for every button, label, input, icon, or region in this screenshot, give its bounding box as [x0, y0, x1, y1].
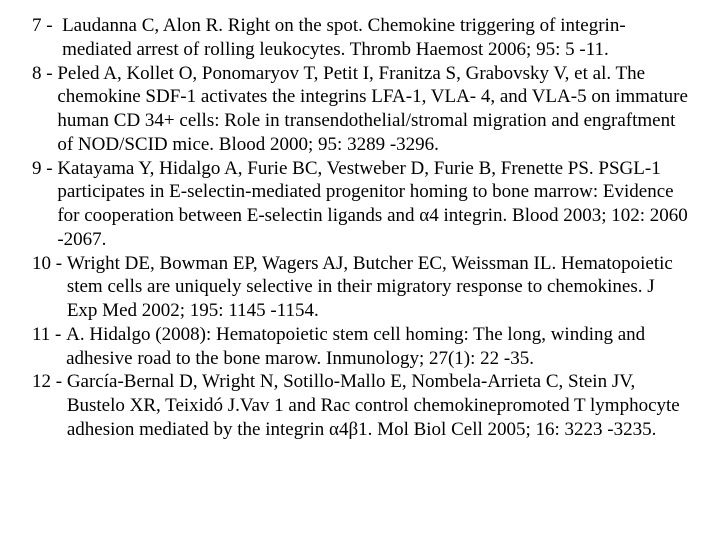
reference-number: 9 - — [32, 157, 57, 252]
reference-text: García-Bernal D, Wright N, Sotillo-Mallo… — [67, 370, 688, 441]
reference-number: 8 - — [32, 62, 57, 157]
reference-item: 12 - García-Bernal D, Wright N, Sotillo-… — [32, 370, 688, 441]
reference-item: 7 - Laudanna C, Alon R. Right on the spo… — [32, 14, 688, 62]
reference-text: Laudanna C, Alon R. Right on the spot. C… — [62, 14, 688, 62]
reference-item: 11 - A. Hidalgo (2008): Hematopoietic st… — [32, 323, 688, 371]
reference-number: 12 - — [32, 370, 67, 441]
reference-text: A. Hidalgo (2008): Hematopoietic stem ce… — [66, 323, 688, 371]
reference-number: 7 - — [32, 14, 62, 62]
reference-item: 10 - Wright DE, Bowman EP, Wagers AJ, Bu… — [32, 252, 688, 323]
reference-item: 9 - Katayama Y, Hidalgo A, Furie BC, Ves… — [32, 157, 688, 252]
reference-text: Wright DE, Bowman EP, Wagers AJ, Butcher… — [67, 252, 688, 323]
reference-item: 8 - Peled A, Kollet O, Ponomaryov T, Pet… — [32, 62, 688, 157]
reference-text: Katayama Y, Hidalgo A, Furie BC, Vestweb… — [57, 157, 688, 252]
reference-number: 11 - — [32, 323, 66, 371]
references-page: 7 - Laudanna C, Alon R. Right on the spo… — [0, 0, 720, 456]
reference-number: 10 - — [32, 252, 67, 323]
reference-text: Peled A, Kollet O, Ponomaryov T, Petit I… — [57, 62, 688, 157]
